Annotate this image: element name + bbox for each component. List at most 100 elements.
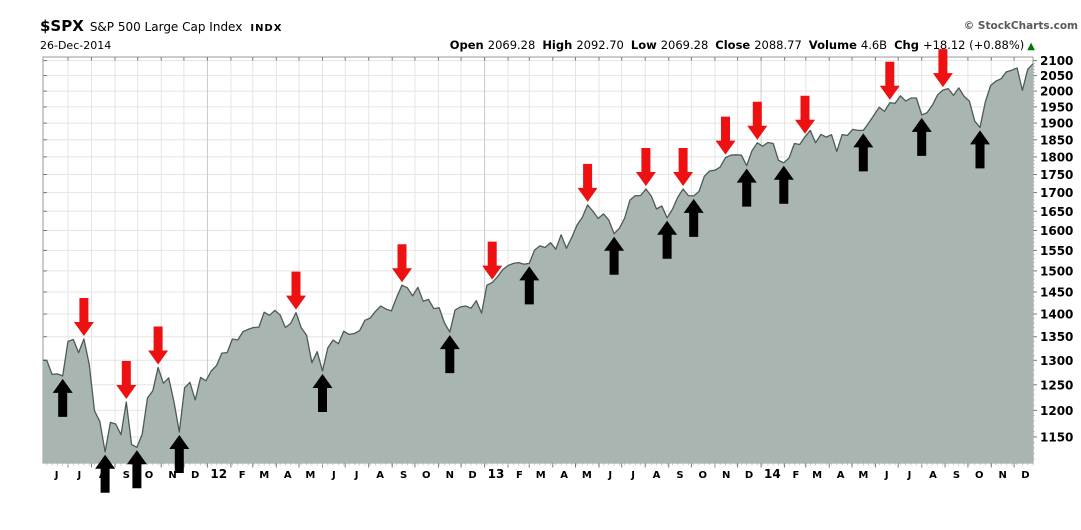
x-axis-month-label: J — [331, 470, 336, 481]
buy-arrow-icon — [519, 266, 540, 305]
buy-arrow-icon — [970, 130, 990, 169]
x-axis-month-label: M — [259, 470, 269, 481]
quote-summary: Open 2069.28 High 2092.70 Low 2069.28 Close 208… — [450, 38, 1035, 52]
y-axis-label: 1550 — [1040, 244, 1073, 258]
sell-arrow-icon — [879, 61, 900, 100]
buy-arrow-icon — [683, 198, 704, 237]
change-up-triangle-icon: ▲ — [1027, 41, 1035, 52]
sell-arrow-icon — [73, 298, 94, 336]
low-value: 2069.28 — [660, 38, 709, 52]
x-axis-month-label: F — [792, 470, 799, 481]
volume-label: Volume — [808, 38, 857, 52]
y-axis-label: 1650 — [1040, 205, 1073, 219]
x-axis-month-label: A — [284, 470, 292, 481]
axis-labels: 1150 1200 1250 1300 1350 1400 1450 1500 1550 1600… — [54, 54, 1074, 481]
x-axis-month-label: J — [907, 470, 912, 481]
sell-arrow-icon — [116, 361, 137, 399]
y-axis-label: 1950 — [1040, 100, 1073, 114]
buy-arrow-icon — [911, 117, 932, 156]
x-axis-month-label: A — [653, 470, 661, 481]
x-axis-month-label: J — [630, 470, 635, 481]
sell-arrow-icon — [673, 148, 694, 186]
signal-arrows — [52, 49, 990, 493]
x-axis-month-label: S — [400, 470, 407, 481]
y-axis-label: 2100 — [1040, 54, 1073, 68]
sell-arrow-icon — [747, 101, 768, 140]
x-axis-month-label: S — [953, 470, 960, 481]
buy-arrow-icon — [773, 165, 794, 204]
x-axis-month-label: A — [560, 470, 568, 481]
x-axis-month-label: A — [376, 470, 384, 481]
x-axis-month-label: J — [884, 470, 889, 481]
change-label: Chg — [894, 38, 919, 52]
buy-arrow-icon — [312, 374, 333, 412]
buy-arrow-icon — [169, 435, 190, 473]
x-axis-month-label: 13 — [488, 467, 505, 481]
x-axis-month-label: D — [191, 470, 199, 481]
x-axis-month-label: 14 — [764, 467, 781, 481]
sell-arrow-icon — [635, 148, 656, 186]
y-axis-label: 1450 — [1040, 286, 1073, 300]
x-axis-month-label: O — [422, 470, 431, 481]
buy-arrow-icon — [604, 236, 625, 275]
change-value: +18.12 (+0.88%) — [922, 38, 1025, 52]
symbol-name: S&P 500 Large Cap Index — [89, 20, 243, 34]
x-axis-month-label: O — [975, 470, 984, 481]
chart-title: $SPX S&P 500 Large Cap Index INDX — [40, 16, 282, 35]
y-axis-label: 1400 — [1040, 308, 1073, 322]
x-axis-month-label: J — [354, 470, 359, 481]
y-axis-label: 1700 — [1040, 186, 1073, 200]
x-axis-month-label: D — [1021, 470, 1029, 481]
sell-arrow-icon — [392, 244, 412, 283]
open-value: 2069.28 — [487, 38, 536, 52]
x-axis-month-label: S — [123, 470, 130, 481]
y-axis-label: 1250 — [1040, 378, 1073, 392]
x-axis-month-label: D — [745, 470, 753, 481]
x-axis-month-label: N — [722, 470, 730, 481]
x-axis-month-label: F — [516, 470, 523, 481]
x-axis-month-label: M — [582, 470, 592, 481]
x-axis-month-label: O — [698, 470, 707, 481]
x-axis-month-label: M — [536, 470, 546, 481]
y-axis-label: 1500 — [1040, 264, 1073, 278]
open-label: Open — [449, 38, 484, 52]
x-axis-month-label: O — [145, 470, 154, 481]
sell-arrow-icon — [148, 326, 169, 365]
x-axis-month-label: M — [812, 470, 822, 481]
sell-arrow-icon — [795, 95, 815, 134]
x-axis-month-label: N — [168, 470, 176, 481]
x-axis-month-label: F — [239, 470, 246, 481]
x-axis-month-label: J — [607, 470, 612, 481]
buy-arrow-icon — [853, 133, 874, 172]
y-axis-label: 1200 — [1040, 404, 1073, 418]
x-axis-month-label: J — [54, 470, 59, 481]
y-axis-label: 1350 — [1040, 330, 1073, 344]
sell-arrow-icon — [932, 49, 953, 88]
price-area-fill — [43, 63, 1033, 464]
x-axis-month-label: A — [929, 470, 937, 481]
close-value: 2088.77 — [754, 38, 802, 52]
y-axis-label: 1750 — [1040, 168, 1073, 182]
high-label: High — [542, 38, 573, 52]
x-axis-month-label: M — [305, 470, 315, 481]
volume-value: 4.6B — [860, 38, 888, 52]
y-axis-label: 1300 — [1040, 354, 1073, 368]
buy-arrow-icon — [126, 450, 147, 489]
x-axis-month-label: N — [446, 470, 454, 481]
symbol: $SPX — [40, 17, 84, 35]
copyright-text: © StockCharts.com — [963, 20, 1078, 32]
buy-arrow-icon — [736, 168, 757, 207]
sell-arrow-icon — [286, 271, 306, 310]
x-axis-month-label: A — [837, 470, 845, 481]
y-axis-label: 1150 — [1040, 430, 1073, 444]
buy-arrow-icon — [439, 335, 460, 374]
y-axis-label: 1800 — [1040, 150, 1073, 164]
x-axis-month-label: D — [468, 470, 476, 481]
sell-arrow-icon — [482, 241, 503, 280]
buy-arrow-icon — [657, 220, 678, 259]
close-label: Close — [715, 38, 751, 52]
sell-arrow-icon — [715, 116, 736, 155]
buy-arrow-icon — [52, 378, 73, 417]
